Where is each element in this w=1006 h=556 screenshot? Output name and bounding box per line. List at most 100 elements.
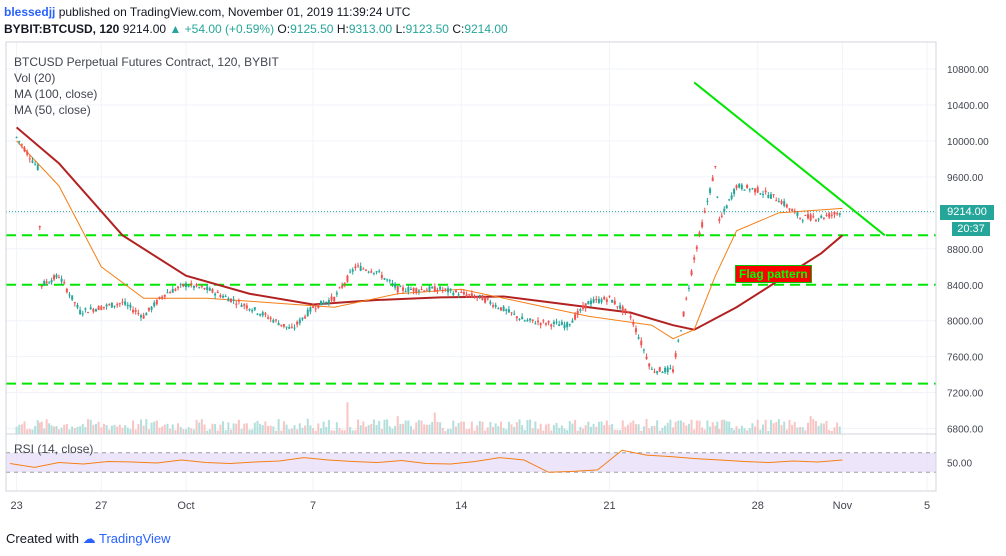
legend-ma100[interactable]: MA (100, close) [14,87,98,101]
author-name[interactable]: blessedjj [4,5,56,19]
candle-body [28,158,31,160]
candle-body [775,200,778,202]
candle-body [150,306,153,310]
flag-pattern-label[interactable]: Flag pattern [735,265,812,283]
volume-bar [124,425,127,434]
volume-bar [150,422,153,434]
volume-bar [666,422,669,434]
volume-bar [695,420,698,434]
candle-body [232,299,235,301]
legend-ma50[interactable]: MA (50, close) [14,103,91,117]
candle-body [462,292,465,295]
volume-bar [444,430,447,434]
volume-bar [105,425,108,434]
candle-body [725,205,728,209]
candle-body [828,213,831,218]
candle-body [764,190,767,193]
volume-bar [738,429,741,434]
candle-body [809,214,812,221]
candle-body [600,299,603,303]
volume-bar [383,419,386,434]
candle-body [378,270,381,272]
volume-bar [799,426,802,434]
tradingview-logo-icon[interactable]: ☁ [82,531,96,546]
created-with-label: Created with [6,531,79,546]
candle-body [102,306,105,308]
volume-bar [796,427,799,434]
candle-body [666,367,669,373]
candle-body [648,363,651,367]
volume-bar [137,423,140,434]
volume-bar [656,420,659,434]
tradingview-brand[interactable]: TradingView [99,531,171,546]
candle-body [259,313,262,316]
candle-body [89,307,92,310]
candle-body [523,320,526,322]
candle-body [110,302,113,308]
volume-bar [489,421,492,434]
candle-body [629,316,632,318]
candle-body [351,269,354,272]
candle-body [290,326,293,328]
volume-bar [63,424,66,434]
volume-bar [174,429,177,434]
volume-bar [499,421,502,434]
candle-body [568,324,571,326]
volume-bar [43,428,46,434]
open-label: O: [277,22,291,36]
candle-body [192,285,195,288]
volume-bar [370,424,373,434]
volume-bar [650,426,653,434]
volume-bar [18,424,21,434]
candle-body [330,296,333,301]
candle-body [261,312,264,316]
candle-body [740,184,743,190]
candle-body [208,288,211,291]
legend-rsi[interactable]: RSI (14, close) [14,442,94,456]
volume-bar [277,419,280,434]
candle-body [716,196,719,198]
volume-bar [682,422,685,434]
volume-bar [343,430,346,434]
y-tick-label: 10400.00 [947,101,989,112]
volume-bar [272,426,275,434]
candle-body [492,305,495,307]
volume-bar [706,420,709,434]
volume-bar [809,416,812,434]
candle-body [407,287,410,292]
candle-body [224,296,227,298]
candle-body [251,310,254,312]
candle-body [454,290,457,293]
volume-bar [645,419,648,434]
volume-bar [155,420,158,434]
candle-body [518,318,521,320]
volume-bar [560,425,563,434]
candle-body [698,232,701,235]
candle-body [476,297,479,299]
volume-bar [478,421,481,434]
volume-bar [415,422,418,434]
support-lines [6,211,936,385]
volume-bar [198,422,201,434]
candle-body [788,208,791,210]
candle-body [155,300,158,305]
rsi-path [9,449,843,473]
volume-bar [129,429,132,434]
candle-body [137,312,140,314]
volume-bar [134,429,137,434]
candle-body [428,286,431,291]
price-series [15,136,841,376]
legend-vol[interactable]: Vol (20) [14,71,56,85]
volume-bar [589,426,592,434]
y-tick-label: 8800.00 [947,245,984,256]
volume-bar [15,426,18,434]
candle-body [301,317,304,320]
volume-bar [65,424,68,434]
price-chart[interactable]: 10800.0010400.0010000.009600.009200.0088… [0,0,1006,530]
volume-bar [267,425,270,434]
candle-body [200,286,203,288]
volume-bar [147,429,150,434]
candle-body [468,294,471,296]
candle-body [333,296,336,302]
candle-body [650,368,653,370]
